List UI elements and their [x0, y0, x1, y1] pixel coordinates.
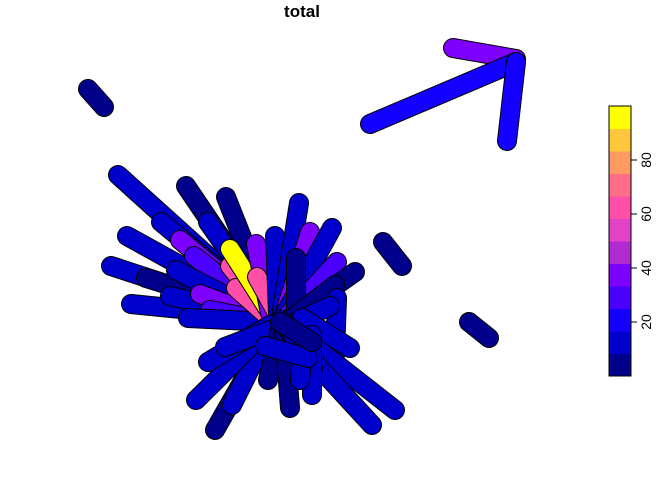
flow-lines [78, 38, 526, 440]
flow-line [179, 309, 279, 331]
legend-color-box [609, 173, 631, 197]
flow-line [498, 53, 525, 150]
legend-color-box [609, 196, 631, 219]
legend-frame [608, 105, 632, 377]
flow-line [79, 80, 113, 116]
legend-color-box [609, 308, 631, 332]
flow-line [271, 313, 321, 351]
flow-line [374, 233, 411, 275]
legend-color-box [609, 241, 631, 264]
legend-ticks: 20 40 60 80 [631, 152, 654, 330]
legend-color-box [609, 106, 631, 129]
legend-color-box [609, 151, 631, 174]
legend-tick-label: 60 [638, 206, 654, 222]
legend-tick-label: 40 [638, 260, 654, 276]
color-legend: 20 40 60 80 [608, 105, 654, 377]
legend-color-box [609, 331, 631, 354]
legend-color-box [609, 128, 631, 152]
flow-line [216, 321, 279, 356]
flow-line [460, 313, 498, 347]
legend-tick-label: 20 [638, 314, 654, 330]
map-title: total [284, 2, 320, 21]
legend-color-box [609, 286, 631, 309]
flow-line [256, 337, 317, 367]
flow-line [293, 309, 359, 357]
legend-color-box [609, 353, 631, 377]
legend-color-bar [608, 105, 632, 377]
flow-line [361, 53, 525, 133]
legend-color-box [609, 263, 631, 287]
legend-color-box [609, 218, 631, 242]
legend-tick-label: 80 [638, 152, 654, 168]
